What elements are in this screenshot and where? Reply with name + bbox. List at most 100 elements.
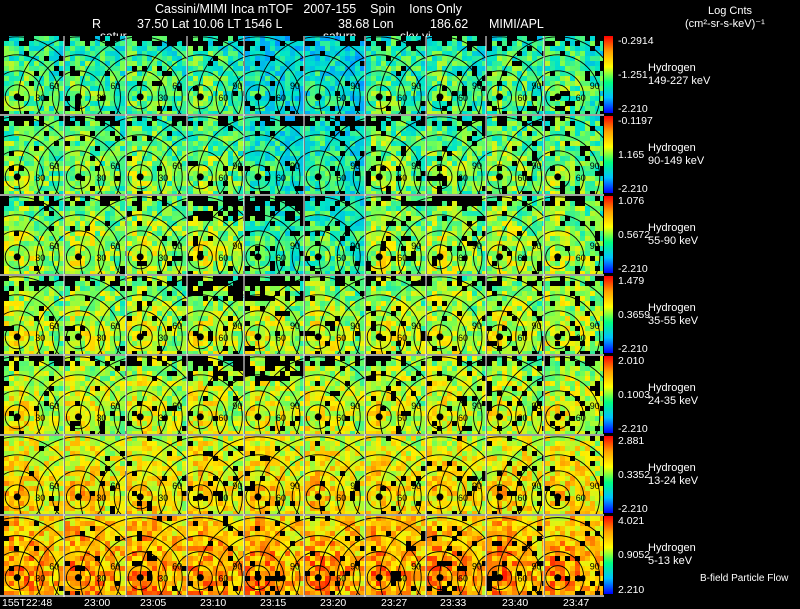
contour-label: 60 <box>518 493 528 503</box>
planet-marker <box>75 493 82 500</box>
contour-label: 90 <box>590 81 600 91</box>
contour-label: 90 <box>232 161 242 171</box>
planet-marker <box>315 574 322 581</box>
planet-marker <box>75 93 82 100</box>
contour-label: 60 <box>518 333 528 343</box>
panel-r3-c4 <box>245 276 304 354</box>
colorbar-value: -2.210 <box>618 343 648 355</box>
planet-marker <box>376 173 383 180</box>
planet-marker <box>376 333 383 340</box>
contour-label: 60 <box>397 253 407 263</box>
panel-r2-c7 <box>427 196 486 274</box>
colorbar-value: 0.1003 <box>618 389 650 401</box>
panel-r5-c4 <box>245 436 304 514</box>
planet-marker <box>496 574 503 581</box>
contour-label: 60 <box>276 413 286 423</box>
contour-label: 60 <box>518 574 528 584</box>
panel-r0-c9 <box>545 36 603 114</box>
panel-r6-c4 <box>245 516 304 595</box>
contour-label: 60 <box>49 81 59 91</box>
contour-label: 60 <box>276 493 286 503</box>
time-tick-label: 23:15 <box>260 597 286 609</box>
contour-label: 90 <box>590 481 600 491</box>
panel-r6-c7 <box>427 516 486 595</box>
planet-marker <box>554 413 561 420</box>
panel-r4-c9 <box>545 356 603 434</box>
planet-marker <box>376 493 383 500</box>
contour-label: 60 <box>576 493 586 503</box>
contour-label: 90 <box>472 481 482 491</box>
panel-r4-c4 <box>245 356 304 434</box>
panel-r0-c4 <box>245 36 304 114</box>
contour-label: 90 <box>472 81 482 91</box>
contour-label: 90 <box>590 161 600 171</box>
panel-r3-c7 <box>427 276 486 354</box>
planet-marker <box>554 333 561 340</box>
contour-label: 60 <box>576 93 586 103</box>
panel-r2-c9 <box>545 196 603 274</box>
panel-r1-c6 <box>366 116 426 194</box>
flow-note: B-field Particle Flow <box>700 572 788 585</box>
colorbar <box>604 116 613 193</box>
contour-label: 60 <box>276 574 286 584</box>
energy-range: 149-227 keV <box>648 75 710 88</box>
contour-label: 60 <box>397 574 407 584</box>
planet-marker <box>14 413 21 420</box>
contour-label: 90 <box>232 562 242 572</box>
colorbar-value: 1.076 <box>618 195 644 207</box>
energy-range: 90-149 keV <box>648 155 704 168</box>
planet-marker <box>315 333 322 340</box>
colorbar-value: 2.210 <box>618 584 644 596</box>
colorbar-value: 0.3352 <box>618 469 650 481</box>
contour-label: 90 <box>472 161 482 171</box>
contour-label: 90 <box>232 81 242 91</box>
planet-marker <box>315 173 322 180</box>
planet-marker <box>376 93 383 100</box>
planet-marker <box>75 253 82 260</box>
contour-label: 90 <box>472 401 482 411</box>
panel-r2-c6 <box>366 196 426 274</box>
contour-label: 30 <box>158 253 168 263</box>
planet-marker <box>554 253 561 260</box>
energy-range: 55-90 keV <box>648 235 698 248</box>
time-tick-label: 23:00 <box>84 597 110 609</box>
energy-band-label: Hydrogen 24-35 keV <box>648 382 698 408</box>
colorbar-value: 4.021 <box>618 515 644 527</box>
contour-label: 60 <box>397 493 407 503</box>
panel-r3-c5 <box>305 276 365 354</box>
colorbar-value: 0.3659 <box>618 309 650 321</box>
contour-label: 90 <box>590 321 600 331</box>
planet-marker <box>496 253 503 260</box>
panel-r5-c6 <box>366 436 426 514</box>
planet-marker <box>14 93 21 100</box>
contour-label: 90 <box>590 401 600 411</box>
energy-range: 24-35 keV <box>648 395 698 408</box>
species-name: Hydrogen <box>648 302 698 315</box>
planet-marker <box>75 574 82 581</box>
species-name: Hydrogen <box>648 542 696 555</box>
contour-label: 90 <box>232 321 242 331</box>
colorbar <box>604 436 613 513</box>
planet-marker <box>75 413 82 420</box>
contour-label: 60 <box>276 333 286 343</box>
planet-marker <box>315 253 322 260</box>
contour-label: 60 <box>458 493 468 503</box>
contour-label: 90 <box>232 401 242 411</box>
contour-label: 90 <box>232 241 242 251</box>
contour-label: 60 <box>49 401 59 411</box>
panel-r0-c6 <box>366 36 426 114</box>
contour-label: 60 <box>576 413 586 423</box>
panel-r4-c6 <box>366 356 426 434</box>
panel-r6-c0 <box>4 516 64 595</box>
contour-label: 60 <box>397 333 407 343</box>
colorbar <box>604 356 613 433</box>
panel-r4-c5 <box>305 356 365 434</box>
panel-r1-c2 <box>127 116 187 194</box>
colorbar-value: -1.251 <box>618 69 648 81</box>
planet-marker <box>14 253 21 260</box>
planet-marker <box>496 333 503 340</box>
panel-r6-c6 <box>366 516 426 595</box>
species-name: Hydrogen <box>648 462 698 475</box>
planet-marker <box>376 253 383 260</box>
species-name: Hydrogen <box>648 222 698 235</box>
